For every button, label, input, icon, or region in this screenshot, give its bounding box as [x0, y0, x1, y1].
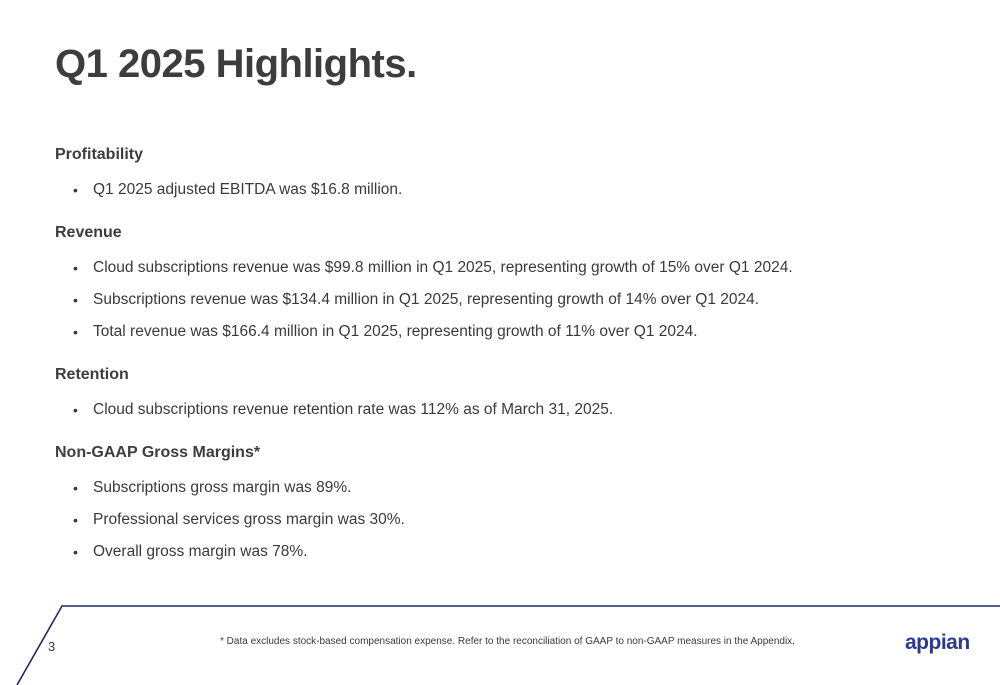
bullet-text: Overall gross margin was 78%. — [93, 543, 308, 560]
bullet-item: • Professional services gross margin was … — [55, 504, 955, 536]
bullet-item: • Cloud subscriptions revenue retention r… — [55, 394, 955, 426]
bullet-dot-icon: • — [73, 480, 78, 496]
bullet-text: Subscriptions gross margin was 89%. — [93, 479, 352, 496]
bullet-item: • Cloud subscriptions revenue was $99.8 m… — [55, 252, 955, 284]
section-retention: Retention • Cloud subscriptions revenue r… — [55, 362, 955, 426]
bullet-dot-icon: • — [73, 182, 78, 198]
bullet-text: Cloud subscriptions revenue was $99.8 mi… — [93, 259, 793, 276]
section-heading: Non-GAAP Gross Margins* — [55, 444, 261, 461]
bullet-dot-icon: • — [73, 260, 78, 276]
highlights-content: Profitability • Q1 2025 adjusted EBITDA w… — [55, 142, 955, 582]
bullet-list: • Cloud subscriptions revenue was $99.8 m… — [55, 252, 955, 348]
section-heading: Revenue — [55, 224, 122, 241]
bullet-dot-icon: • — [73, 512, 78, 528]
page-number: 3 — [48, 639, 56, 654]
section-gross-margins: Non-GAAP Gross Margins* • Subscriptions g… — [55, 440, 955, 568]
footnote: * Data excludes stock-based compensation… — [220, 636, 795, 647]
bullet-item: • Overall gross margin was 78%. — [55, 536, 955, 568]
bullet-text: Subscriptions revenue was $134.4 million… — [93, 291, 760, 308]
bullet-item: • Q1 2025 adjusted EBITDA was $16.8 milli… — [55, 174, 955, 206]
bullet-item: • Total revenue was $166.4 million in Q1 … — [55, 316, 955, 348]
bullet-dot-icon: • — [73, 292, 78, 308]
section-heading: Profitability — [55, 146, 144, 163]
section-profitability: Profitability • Q1 2025 adjusted EBITDA w… — [55, 142, 955, 206]
bullet-dot-icon: • — [73, 544, 78, 560]
bullet-text: Q1 2025 adjusted EBITDA was $16.8 millio… — [93, 181, 403, 198]
bullet-text: Professional services gross margin was 3… — [93, 511, 405, 528]
bullet-dot-icon: • — [73, 324, 78, 340]
bullet-list: • Q1 2025 adjusted EBITDA was $16.8 milli… — [55, 174, 955, 206]
section-revenue: Revenue • Cloud subscriptions revenue was… — [55, 220, 955, 348]
bullet-item: • Subscriptions revenue was $134.4 millio… — [55, 284, 955, 316]
section-heading: Retention — [55, 366, 129, 383]
bullet-dot-icon: • — [73, 402, 78, 418]
bullet-text: Cloud subscriptions revenue retention ra… — [93, 401, 614, 418]
bullet-list: • Subscriptions gross margin was 89%. • Pr… — [55, 472, 955, 568]
appian-logo: appian — [905, 631, 970, 654]
bullet-item: • Subscriptions gross margin was 89%. — [55, 472, 955, 504]
slide-title: Q1 2025 Highlights. — [55, 42, 417, 86]
bullet-list: • Cloud subscriptions revenue retention r… — [55, 394, 955, 426]
bullet-text: Total revenue was $166.4 million in Q1 2… — [93, 323, 698, 340]
